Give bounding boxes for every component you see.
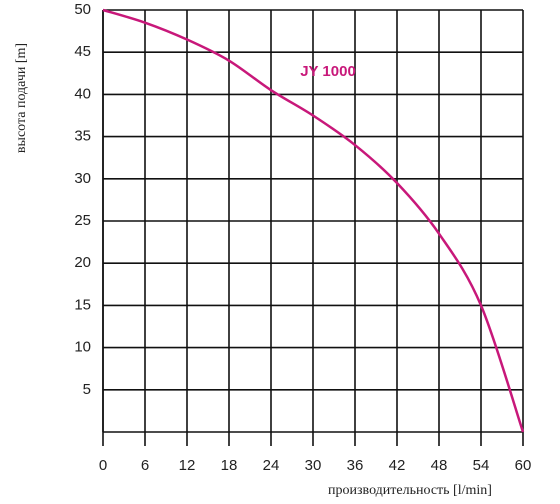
x-tick-label: 30	[305, 457, 322, 474]
x-tick-label: 36	[347, 457, 364, 474]
x-tick-label: 18	[221, 457, 238, 474]
y-tick-label: 35	[74, 128, 91, 145]
x-tick-label: 6	[141, 457, 149, 474]
y-tick-label: 45	[74, 43, 91, 60]
y-tick-label: 50	[74, 1, 91, 18]
series-label: JY 1000	[300, 63, 356, 80]
x-tick-label: 60	[515, 457, 532, 474]
x-tick-label: 12	[179, 457, 196, 474]
curve	[102, 8, 525, 433]
y-tick-label: 25	[74, 212, 91, 229]
y-tick-label: 10	[74, 339, 91, 356]
y-tick-label: 5	[83, 381, 91, 398]
y-tick-label: 20	[74, 254, 91, 271]
x-tick-label: 54	[473, 457, 490, 474]
x-tick-label: 0	[99, 457, 107, 474]
y-tick-label: 15	[74, 296, 91, 313]
y-tick-label: 30	[74, 170, 91, 187]
x-tick-label: 42	[389, 457, 406, 474]
y-axis-label: высота подачи [m]	[14, 43, 29, 153]
x-tick-label: 24	[263, 457, 280, 474]
x-tick-label: 48	[431, 457, 448, 474]
x-axis-label: производительность [l/min]	[328, 483, 492, 498]
y-tick-label: 40	[74, 85, 91, 102]
